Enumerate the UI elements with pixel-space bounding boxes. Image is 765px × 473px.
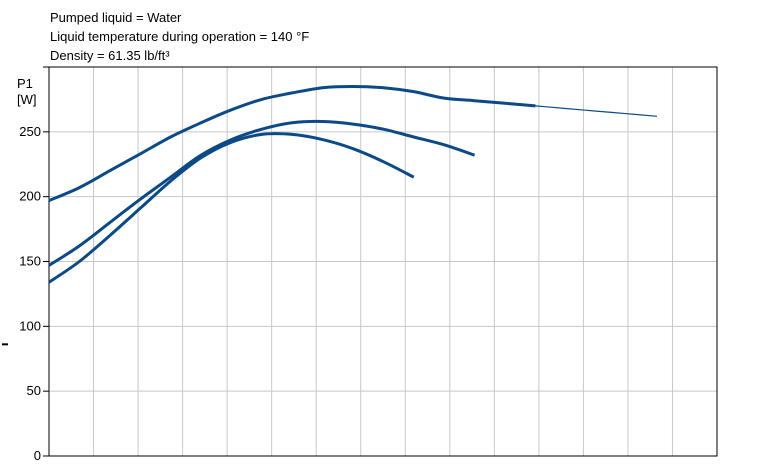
y-ticks: 0 50 100 150 200 250 — [19, 66, 49, 463]
y-axis-label-quantity: P1 — [17, 76, 33, 91]
curve-1-main — [48, 84, 536, 202]
y-axis-label: P1 [W] — [17, 76, 37, 108]
y-tick-label: 250 — [19, 124, 41, 139]
y-tick-label: 100 — [19, 318, 41, 333]
y-tick-label: 150 — [19, 254, 41, 269]
y-tick-label: 50 — [27, 383, 41, 398]
curves — [48, 84, 658, 284]
chart-header: Pumped liquid = Water Liquid temperature… — [50, 8, 309, 65]
y-tick-label: 200 — [19, 189, 41, 204]
y-tick-label: 0 — [34, 448, 41, 463]
curve-3-main — [48, 132, 415, 284]
header-line-temperature: Liquid temperature during operation = 14… — [50, 29, 310, 44]
header-line-density: Density = 61.35 lb/ft³ — [50, 48, 170, 63]
grid — [49, 66, 717, 456]
header-line-liquid: Pumped liquid = Water — [50, 10, 182, 25]
curve-2-main — [48, 119, 476, 267]
y-axis-label-unit: [W] — [17, 92, 37, 107]
